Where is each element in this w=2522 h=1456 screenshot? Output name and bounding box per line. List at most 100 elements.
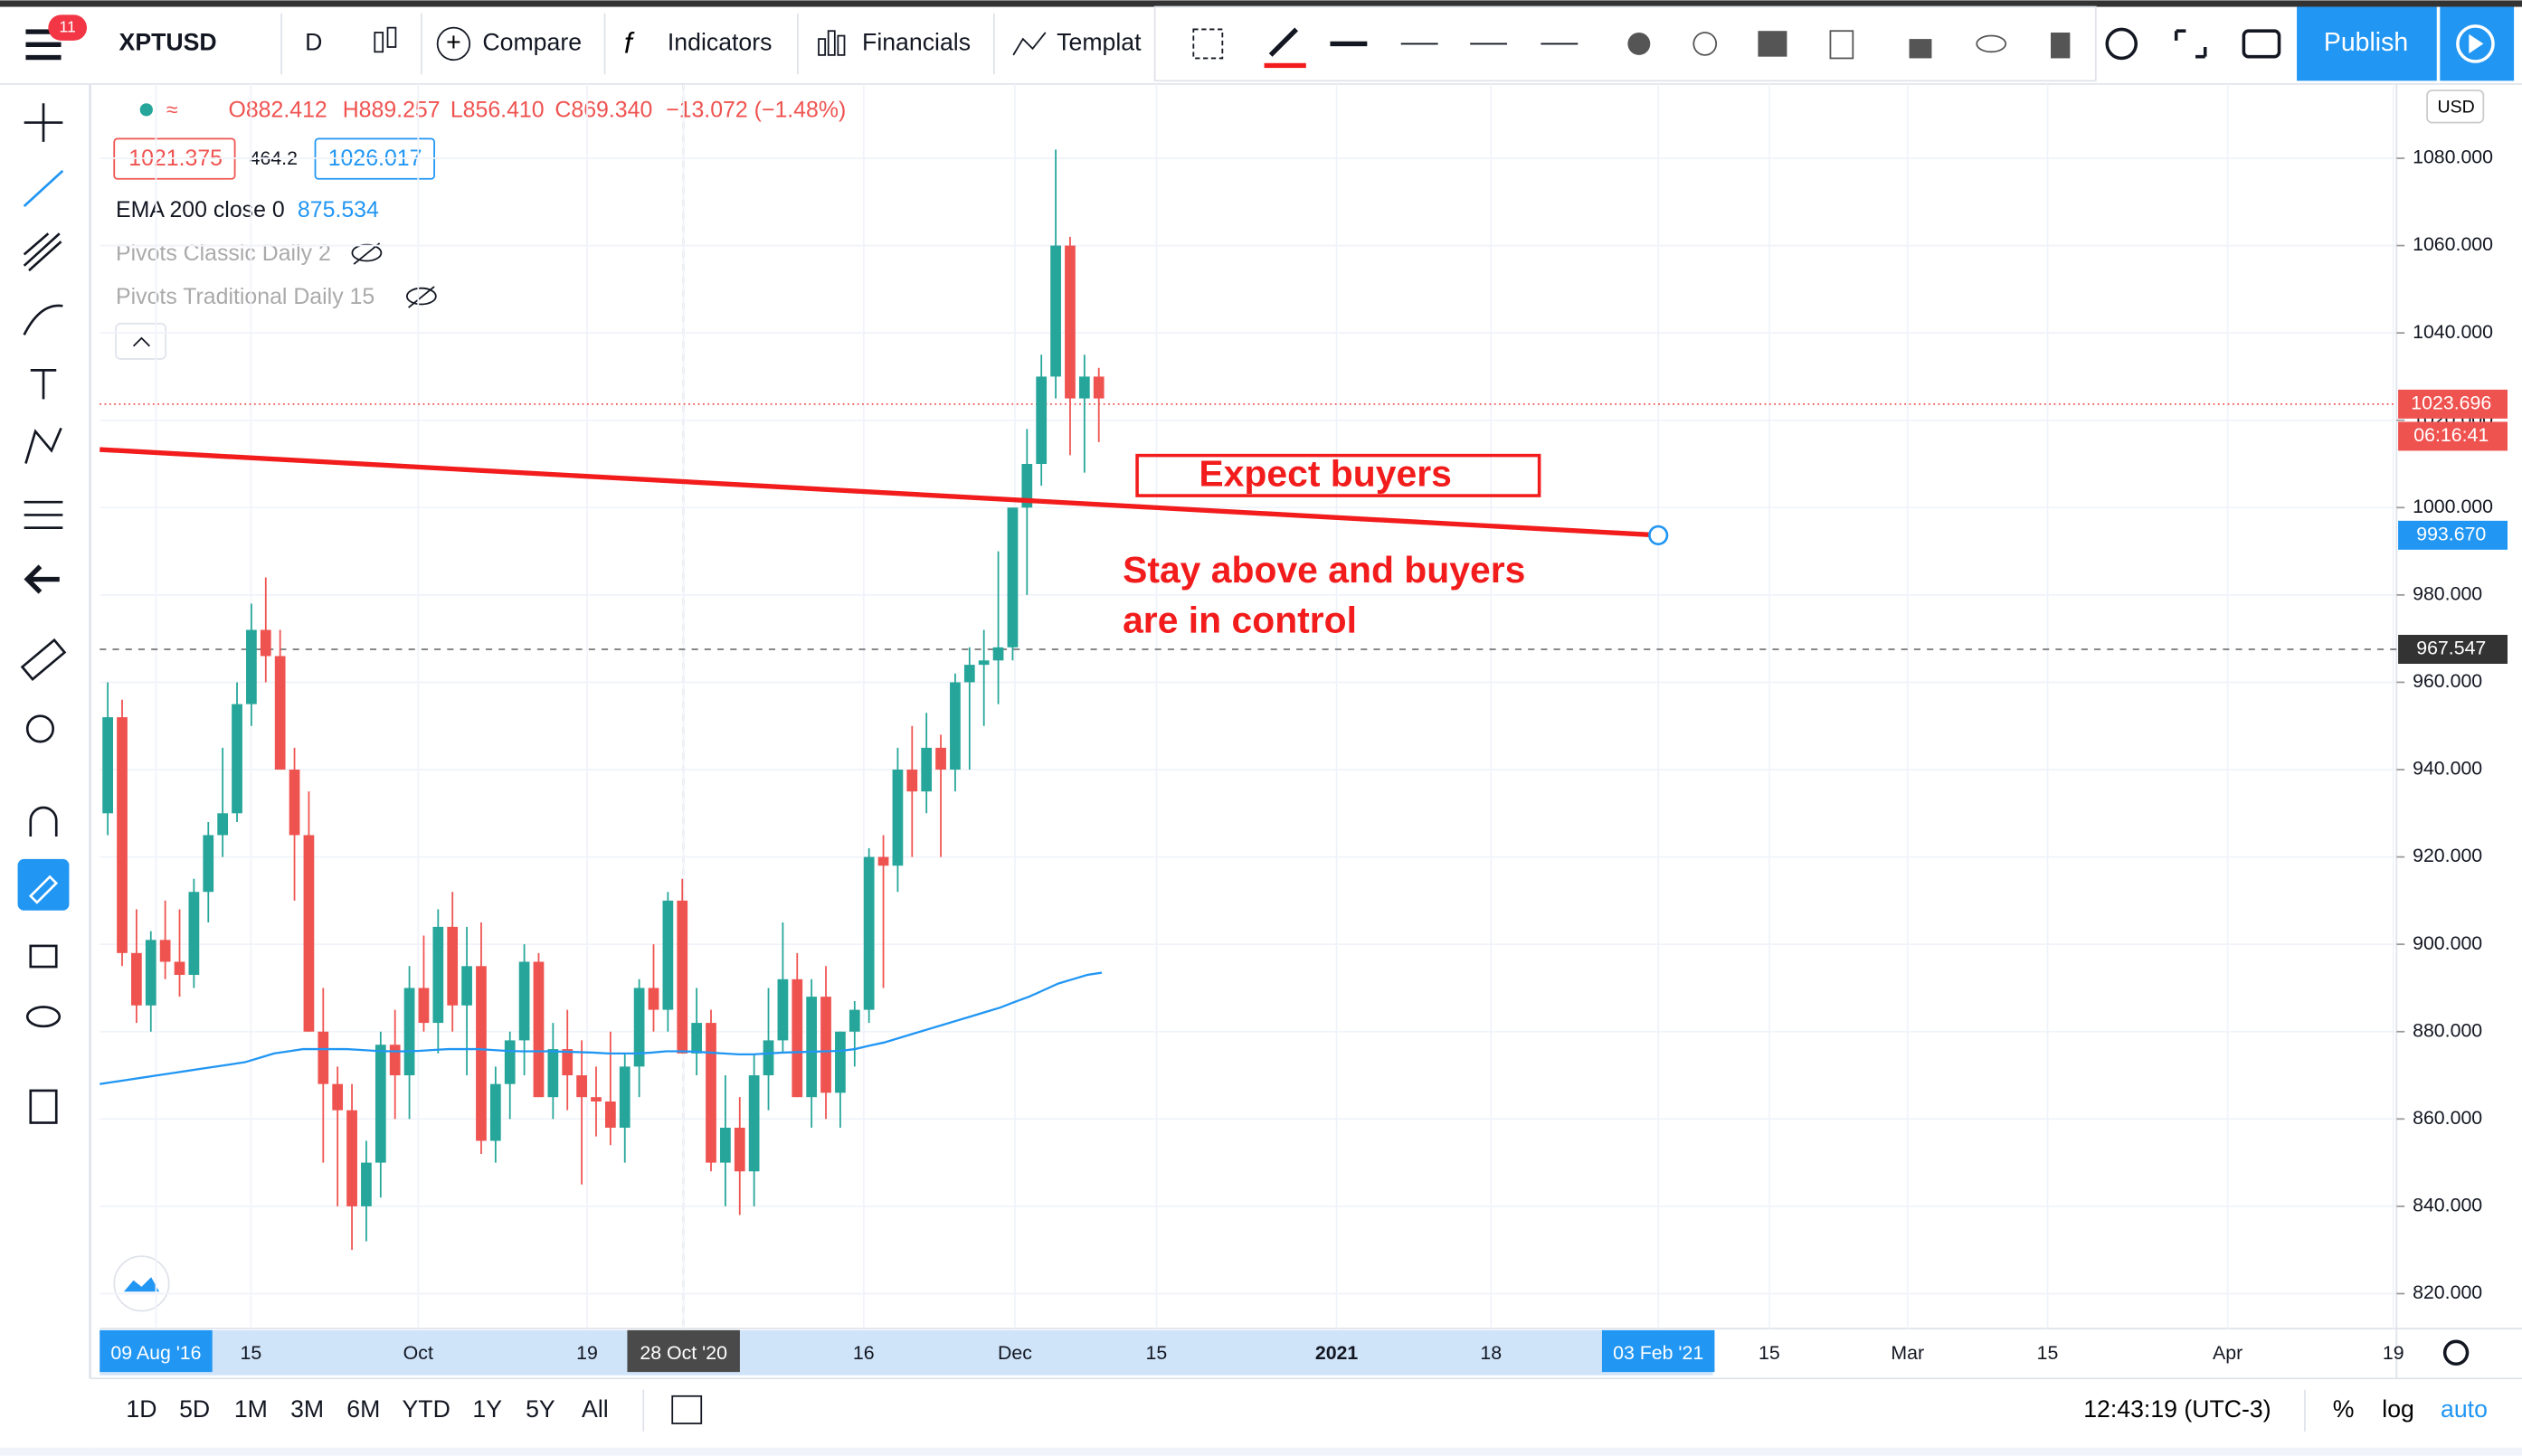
delete-tool[interactable] xyxy=(29,1089,58,1124)
annotation: are in control xyxy=(1123,599,1357,640)
range-button[interactable]: 3M xyxy=(290,1395,324,1423)
forecast-tool[interactable] xyxy=(24,500,63,529)
candle-body xyxy=(260,629,271,657)
symbol[interactable]: XPTUSD xyxy=(119,28,217,55)
brush-tool[interactable] xyxy=(23,304,63,336)
compare[interactable]: Compare xyxy=(482,28,582,55)
trend-tool[interactable] xyxy=(23,169,64,208)
candle-body xyxy=(1093,376,1105,399)
axis-settings[interactable] xyxy=(2442,1339,2470,1366)
publish-button[interactable] xyxy=(2297,6,2437,81)
candle-body xyxy=(203,835,214,893)
candle-body xyxy=(706,1023,716,1163)
price-label-box xyxy=(2398,634,2508,664)
trash-icon[interactable] xyxy=(2051,32,2071,59)
date-range-icon[interactable] xyxy=(671,1395,703,1424)
pen-icon[interactable] xyxy=(1268,27,1299,57)
range-button[interactable]: All xyxy=(582,1395,609,1423)
settings-icon[interactable] xyxy=(1627,32,1651,55)
alert-icon[interactable] xyxy=(1692,32,1718,56)
annotation: Expect buyers xyxy=(1199,453,1451,495)
candle-body xyxy=(748,1075,760,1172)
y-tick-label: 1000.000 xyxy=(2413,496,2493,517)
range-button[interactable]: 5D xyxy=(179,1395,210,1423)
candle-body xyxy=(792,979,803,1098)
unlock-tool[interactable] xyxy=(29,944,58,969)
range-button[interactable]: 6M xyxy=(346,1395,380,1423)
gear-icon[interactable] xyxy=(2105,27,2138,61)
candle-body xyxy=(619,1066,630,1128)
financials[interactable]: Financials xyxy=(862,28,971,55)
candle-body xyxy=(863,856,875,1010)
pattern-tool[interactable] xyxy=(24,427,62,464)
x-tick-label: Dec xyxy=(998,1342,1032,1364)
candle-body xyxy=(633,988,645,1067)
select-icon[interactable] xyxy=(1192,28,1224,60)
candle-body xyxy=(662,900,674,1010)
candle-body xyxy=(174,961,185,975)
range-button[interactable]: 5Y xyxy=(526,1395,555,1423)
x-tick-label: 03 Feb '21 xyxy=(1613,1342,1703,1364)
templates[interactable]: Templat xyxy=(1057,28,1142,55)
range-button[interactable]: YTD xyxy=(403,1395,450,1423)
candle-body xyxy=(734,1127,745,1172)
tv-logo[interactable] xyxy=(113,1255,170,1312)
x-tick-label: 09 Aug '16 xyxy=(110,1342,201,1364)
fib-tool[interactable] xyxy=(23,232,62,272)
price-label-box xyxy=(2398,520,2508,550)
range-button[interactable]: 1Y xyxy=(472,1395,502,1423)
annotation: Stay above and buyers xyxy=(1123,549,1525,591)
pivots-classic: Pivots Classic Daily 2 xyxy=(116,241,331,266)
chart-type-icon[interactable] xyxy=(374,26,397,53)
candle-body xyxy=(835,1031,846,1093)
crosshair-tool[interactable] xyxy=(24,103,63,142)
candle-body xyxy=(576,1075,587,1098)
ruler-tool[interactable] xyxy=(20,638,67,681)
range-button[interactable]: 1D xyxy=(126,1395,156,1423)
x-label-box xyxy=(627,1329,740,1373)
menu-button[interactable] xyxy=(25,29,62,61)
percent-toggle[interactable]: % xyxy=(2333,1395,2355,1423)
x-tick-label: Oct xyxy=(403,1342,433,1364)
camera-icon[interactable] xyxy=(2242,29,2281,59)
candle-body xyxy=(1036,376,1048,464)
price-label: 993.670 xyxy=(2416,523,2486,544)
auto-toggle[interactable]: auto xyxy=(2441,1395,2488,1423)
candle-body xyxy=(691,1023,702,1054)
collapse-button[interactable] xyxy=(115,322,167,360)
compare-icon[interactable] xyxy=(436,26,471,61)
candle-body xyxy=(906,770,918,792)
zoom-tool[interactable] xyxy=(25,714,55,743)
lock-icon[interactable] xyxy=(1909,39,1932,59)
window-edge xyxy=(0,0,2522,7)
fullscreen-icon[interactable] xyxy=(2174,29,2207,59)
clone-icon[interactable] xyxy=(1829,30,1854,60)
candle-body xyxy=(159,940,171,962)
currency: USD xyxy=(2437,98,2474,118)
text-tool[interactable] xyxy=(30,369,57,400)
range-button[interactable]: 1M xyxy=(234,1395,268,1423)
publish[interactable]: Publish xyxy=(2324,28,2408,57)
x-tick-label: 18 xyxy=(1480,1342,1502,1364)
candle-body xyxy=(188,892,200,975)
candle-body xyxy=(489,1083,501,1141)
candle-body xyxy=(1007,507,1019,648)
interval[interactable]: D xyxy=(305,28,322,55)
hide-tool[interactable] xyxy=(25,1006,62,1028)
back-tool[interactable] xyxy=(24,564,60,594)
candle-body xyxy=(963,665,975,683)
candle-body xyxy=(1050,245,1061,377)
log-toggle[interactable]: log xyxy=(2382,1395,2414,1423)
x-tick-label: Mar xyxy=(1891,1342,1924,1364)
indicators[interactable]: Indicators xyxy=(668,28,773,55)
layers-icon[interactable] xyxy=(1758,31,1787,57)
clock: 12:43:19 (UTC-3) xyxy=(2083,1395,2271,1423)
trendline-handle xyxy=(1648,525,1669,545)
magnet-tool[interactable] xyxy=(29,806,58,837)
chart-area: Expect buyers Stay above and buyers are in… xyxy=(100,83,2522,1379)
templates-icon xyxy=(1012,32,1047,56)
eye-icon[interactable] xyxy=(1976,34,2007,53)
x-tick-label: Apr xyxy=(2213,1342,2242,1364)
